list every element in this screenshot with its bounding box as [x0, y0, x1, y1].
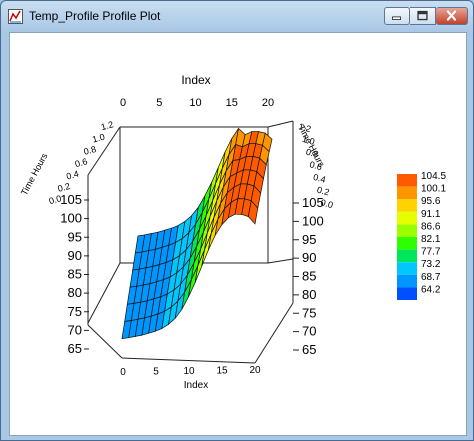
value-left-tick-label: 75: [68, 304, 82, 319]
close-button[interactable]: [436, 7, 468, 25]
legend-swatch: [397, 174, 417, 187]
value-left-tick-label: 65: [68, 341, 82, 356]
maximize-button[interactable]: [410, 7, 436, 25]
time-left-tick-label: 0.2: [57, 181, 72, 194]
value-right-tick-label: 75: [302, 305, 316, 320]
time-left-tick-label: 0.8: [83, 144, 98, 157]
value-right-tick-label: 70: [302, 324, 316, 339]
index-top-tick-label: 0: [120, 97, 126, 109]
index-bottom-tick-label: 15: [216, 366, 228, 377]
index-top-tick-label: 20: [262, 97, 274, 109]
time-right-tick-label: 0.4: [312, 172, 327, 185]
surface-plot: Index Index Time Hours Time Hours 0 5 10 15…: [19, 73, 447, 391]
legend-label: 82.1: [421, 234, 441, 245]
index-bottom-tick-label: 0: [120, 367, 126, 378]
index-axis-title-bottom: Index: [184, 380, 208, 391]
index-bottom-tick-label: 10: [183, 366, 195, 377]
index-top-tick-label: 10: [189, 97, 201, 109]
legend-swatch: [397, 237, 417, 250]
time-right-tick-label: 0.2: [316, 185, 331, 198]
time-axis-title-left: Time Hours: [19, 151, 50, 197]
value-left-tick-label: 85: [68, 267, 82, 282]
surface-cell: [247, 200, 259, 225]
value-left-tick-label: 105: [60, 192, 82, 207]
time-right-tick-label: 0.6: [308, 159, 323, 172]
value-right-tick-label: 90: [302, 250, 316, 265]
legend-label: 86.6: [421, 221, 441, 232]
index-bottom-tick-label: 5: [153, 367, 159, 378]
legend-swatch: [397, 199, 417, 212]
legend-swatch: [397, 287, 417, 300]
time-left-tick-label: 1.2: [100, 119, 115, 132]
legend-label: 100.1: [421, 184, 446, 195]
index-axis-title-top: Index: [181, 73, 210, 87]
legend-label: 68.7: [421, 272, 441, 283]
plot-frame: [87, 120, 294, 364]
value-right-tick-label: 95: [302, 232, 316, 247]
plot-area: Index Index Time Hours Time Hours 0 5 10 15…: [9, 32, 467, 436]
plot-app-icon: [8, 9, 23, 24]
legend-label: 64.2: [421, 284, 441, 295]
index-bottom-tick-label: 20: [249, 365, 261, 376]
time-right-tick-label: 0.0: [319, 197, 334, 210]
value-right-tick-label: 100: [302, 213, 324, 228]
legend-swatch: [397, 249, 417, 263]
title-bar[interactable]: Temp_Profile Profile Plot: [1, 1, 473, 31]
index-top-tick-label: 5: [156, 97, 162, 109]
legend-swatch: [397, 274, 417, 288]
time-right-tick-label: 1.2: [297, 121, 312, 134]
maximize-icon: [417, 10, 428, 21]
time-left-tick-label: 0.6: [74, 156, 89, 169]
value-left-tick-label: 95: [68, 229, 82, 244]
window-title: Temp_Profile Profile Plot: [29, 9, 161, 23]
value-right-tick-label: 65: [302, 342, 316, 357]
value-right-tick-label: 105: [302, 195, 324, 210]
legend-swatch: [397, 262, 417, 275]
legend-label: 77.7: [421, 247, 441, 258]
time-left-tick-label: 1.0: [91, 132, 106, 145]
value-right-tick-label: 85: [302, 269, 316, 284]
legend-label: 104.5: [421, 171, 446, 182]
value-left-tick-label: 90: [68, 248, 82, 263]
time-left-tick-label: 0.0: [48, 193, 63, 206]
legend-label: 73.2: [421, 259, 441, 270]
legend-swatch: [397, 211, 417, 225]
value-left-tick-label: 80: [68, 285, 82, 300]
value-left-tick-label: 100: [60, 211, 82, 226]
minimize-icon: [392, 16, 401, 20]
legend-swatch: [397, 186, 417, 200]
legend-swatch: [397, 224, 417, 237]
legend-label: 91.1: [421, 209, 441, 220]
value-left-tick-label: 70: [68, 322, 82, 337]
index-top-tick-label: 15: [226, 97, 238, 109]
minimize-button[interactable]: [384, 7, 410, 25]
legend-label: 95.6: [421, 196, 441, 207]
value-right-tick-label: 80: [302, 287, 316, 302]
close-icon: [446, 10, 457, 21]
time-left-tick-label: 0.4: [65, 169, 80, 182]
time-right-tick-label: 0.8: [305, 147, 320, 160]
time-right-tick-label: 1.0: [301, 134, 316, 147]
